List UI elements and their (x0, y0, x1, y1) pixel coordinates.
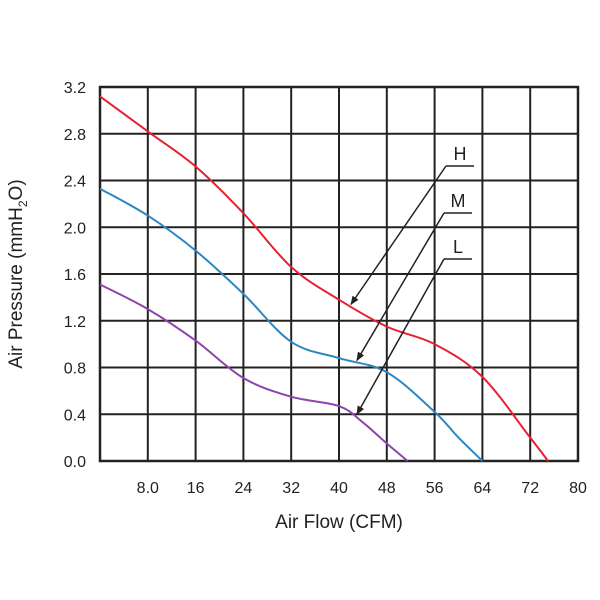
tick-label-layer: 8.0 16 24 32 40 48 56 64 72 80 0.0 0.4 0.8 1.2 1.6 2.0 2… (64, 80, 587, 497)
series-line-l (99, 283, 409, 462)
y-tick-label: 0.4 (64, 407, 86, 424)
curve-label-l: L (453, 237, 463, 257)
plot-frame (98, 85, 580, 463)
series-layer (99, 95, 549, 462)
x-axis-title: Air Flow (CFM) (275, 512, 403, 533)
x-tick-label: 8.0 (137, 480, 159, 497)
curve-label-h: H (454, 144, 467, 164)
y-tick-label: 0.0 (64, 454, 86, 471)
curve-label-arrow (356, 212, 445, 362)
curve-label-arrow (350, 165, 447, 306)
y-tick-label: 2.8 (64, 127, 86, 144)
y-axis-title-suffix: O) (6, 179, 27, 200)
curve-label-m: M (451, 191, 466, 211)
y-axis-title: Air Pressure (mmH2O) (6, 179, 30, 368)
y-tick-label: 1.6 (64, 267, 86, 284)
x-tick-label: 64 (474, 480, 492, 497)
y-axis-title-prefix: Air Pressure (mmH (6, 207, 27, 369)
curve-label-arrow (356, 258, 445, 416)
y-tick-label: 3.2 (64, 80, 86, 97)
x-tick-label: 24 (235, 480, 253, 497)
x-tick-label: 16 (187, 480, 205, 497)
y-tick-label: 2.4 (64, 174, 86, 191)
y-axis-title-subscript: 2 (16, 200, 30, 207)
x-tick-label: 56 (426, 480, 444, 497)
series-line-h (99, 95, 549, 462)
x-tick-label: 48 (378, 480, 396, 497)
annotation-layer: H M L (350, 144, 474, 416)
y-tick-label: 0.8 (64, 361, 86, 378)
x-tick-label: 40 (330, 480, 348, 497)
x-tick-label: 80 (569, 480, 587, 497)
y-tick-label: 1.2 (64, 314, 86, 331)
x-tick-label: 72 (521, 480, 539, 497)
grid-layer (98, 85, 580, 463)
x-tick-label: 32 (282, 480, 300, 497)
y-tick-label: 2.0 (64, 220, 86, 237)
series-line-m (99, 187, 484, 462)
